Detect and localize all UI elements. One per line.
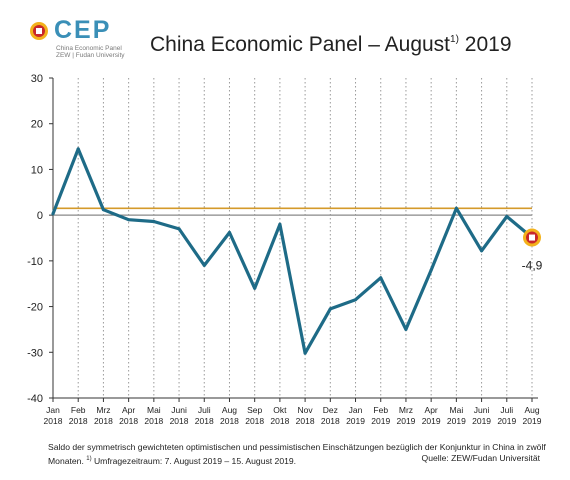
x-tick-label-month-4: Mai [147, 405, 161, 415]
x-tick-label-month-14: Mrz [399, 405, 413, 415]
title-year: 2019 [464, 33, 512, 56]
x-tick-label-year-11: 2018 [321, 416, 340, 426]
y-tick-label-30: 30 [31, 73, 43, 85]
x-tick-label-month-11: Dez [323, 405, 338, 415]
footnote-superscript: 1) [86, 456, 92, 462]
source-note: Quelle: ZEW/Fudan Universität [421, 453, 540, 463]
y-tick-label-20: 20 [31, 119, 43, 131]
x-tick-label-year-3: 2018 [119, 416, 138, 426]
data-point-6 [202, 263, 206, 267]
y-tick-label--30: -30 [27, 347, 43, 359]
data-point-0 [51, 212, 55, 216]
x-tick-label-month-3: Apr [122, 405, 135, 415]
data-point-4 [152, 220, 156, 224]
last-value-marker-center [529, 234, 535, 241]
data-point-17 [480, 249, 484, 253]
y-tick-label--20: -20 [27, 302, 43, 314]
data-point-12 [354, 298, 358, 302]
x-tick-label-month-1: Feb [71, 405, 86, 415]
y-tick-label-10: 10 [31, 164, 43, 176]
logo-text: CEP [54, 16, 112, 44]
title-main: China Economic Panel – August [150, 33, 451, 56]
title-superscript: 1) [450, 34, 459, 45]
x-tick-label-month-8: Sep [247, 405, 262, 415]
x-tick-label-month-12: Jan [349, 405, 363, 415]
data-point-15 [429, 268, 433, 272]
x-tick-label-month-5: Juni [171, 405, 187, 415]
x-tick-label-year-6: 2018 [195, 416, 214, 426]
x-tick-label-month-15: Apr [425, 405, 438, 415]
line-chart: 3020100-10-20-30-40Jan2018Feb2018Mrz2018… [27, 73, 543, 426]
x-tick-label-month-0: Jan [46, 405, 60, 415]
x-tick-label-month-17: Juni [474, 405, 490, 415]
footnote-line-2b: Umfragezeitraum: 7. August 2019 – 15. Au… [93, 455, 297, 466]
footnote-line-2a: Monaten. [48, 455, 84, 466]
data-point-2 [101, 208, 105, 212]
y-tick-label--40: -40 [27, 393, 43, 405]
x-tick-label-month-18: Juli [500, 405, 513, 415]
logo-subtitle-2: ZEW | Fudan University [56, 52, 125, 59]
x-tick-label-year-17: 2019 [472, 416, 491, 426]
x-tick-label-year-19: 2019 [523, 416, 542, 426]
x-tick-label-month-13: Feb [373, 405, 388, 415]
cep-logo-icon [30, 22, 48, 40]
x-tick-label-year-15: 2019 [422, 416, 441, 426]
x-tick-label-month-16: Mai [450, 405, 464, 415]
x-tick-label-month-6: Juli [198, 405, 211, 415]
x-tick-label-month-9: Okt [273, 405, 287, 415]
y-tick-label--10: -10 [27, 256, 43, 268]
data-point-5 [177, 227, 181, 231]
x-tick-label-year-18: 2019 [497, 416, 516, 426]
x-tick-label-month-7: Aug [222, 405, 237, 415]
footnote: Saldo der symmetrisch gewichteten optimi… [48, 441, 548, 467]
logo-subtitle-1: China Economic Panel [56, 45, 122, 52]
data-point-14 [404, 327, 408, 331]
x-tick-label-month-10: Nov [298, 405, 314, 415]
data-point-8 [253, 286, 257, 290]
x-tick-label-month-19: Aug [524, 405, 539, 415]
x-tick-label-year-5: 2018 [170, 416, 189, 426]
x-tick-label-year-10: 2018 [296, 416, 315, 426]
x-tick-label-year-12: 2019 [346, 416, 365, 426]
footnote-line-1: Saldo der symmetrisch gewichteten optimi… [48, 442, 546, 452]
series-line [51, 147, 534, 355]
y-tick-label-0: 0 [37, 210, 43, 222]
x-tick-label-year-2: 2018 [94, 416, 113, 426]
x-tick-label-year-0: 2018 [44, 416, 63, 426]
data-point-11 [328, 307, 332, 311]
data-point-9 [278, 222, 282, 226]
x-tick-label-year-7: 2018 [220, 416, 239, 426]
x-tick-label-year-9: 2018 [270, 416, 289, 426]
x-tick-label-year-1: 2018 [69, 416, 88, 426]
data-point-13 [379, 276, 383, 280]
x-tick-label-year-16: 2019 [447, 416, 466, 426]
data-point-7 [227, 231, 231, 235]
data-point-10 [303, 351, 307, 355]
x-tick-label-month-2: Mrz [96, 405, 110, 415]
data-point-3 [127, 218, 131, 222]
x-tick-label-year-4: 2018 [144, 416, 163, 426]
cep-logo: CEP China Economic Panel ZEW | Fudan Uni… [26, 16, 146, 59]
x-tick-label-year-13: 2019 [371, 416, 390, 426]
x-tick-label-year-8: 2018 [245, 416, 264, 426]
last-value-label: -4,9 [522, 259, 543, 273]
data-point-18 [505, 215, 509, 219]
data-point-16 [454, 206, 458, 210]
data-point-1 [76, 147, 80, 151]
x-tick-label-year-14: 2019 [396, 416, 415, 426]
chart-title: China Economic Panel – August1) 2019 [150, 28, 512, 57]
